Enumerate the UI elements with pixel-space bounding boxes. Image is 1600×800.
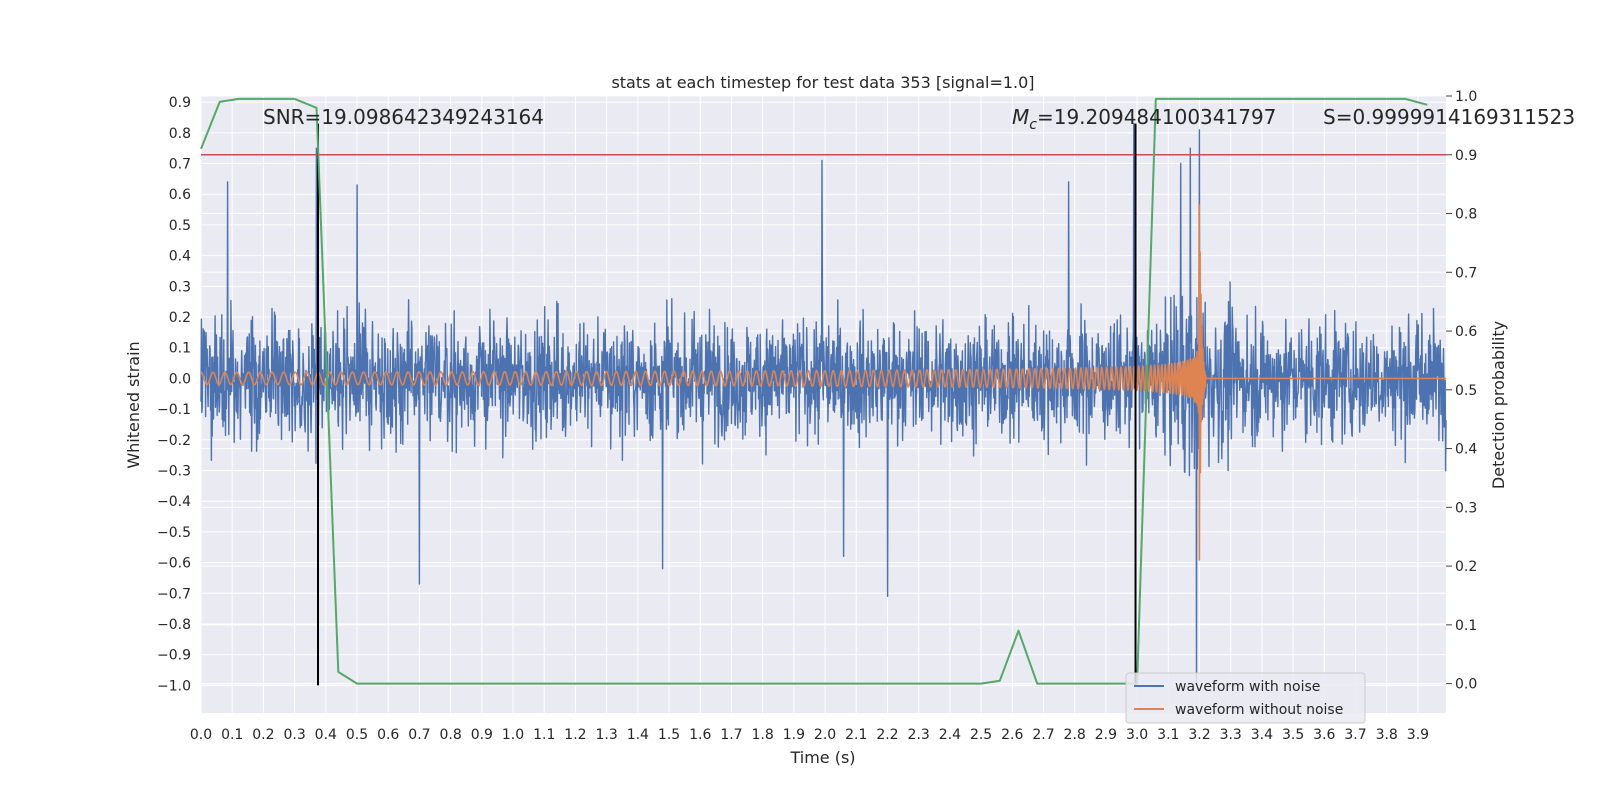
x-tick-label: 3.8 <box>1376 727 1398 743</box>
x-tick-label: 1.0 <box>502 727 524 743</box>
series-waveform-with-noise <box>200 122 1447 683</box>
legend-box <box>1125 672 1366 724</box>
y-tick-label: 0.3 <box>169 279 191 295</box>
y2-tick-label: 0.1 <box>1455 618 1477 634</box>
x-tick-label: 1.7 <box>720 727 742 743</box>
x-tick-label: 3.9 <box>1407 727 1429 743</box>
y-tick-label: −0.8 <box>157 617 191 633</box>
x-tick-labels: 0.0 0.1 0.2 0.3 0.4 0.5 0.6 0.7 0.8 0.9 1.0 1.1 1.2 1… <box>190 727 1429 743</box>
y2-tick-label: 0.5 <box>1455 383 1477 399</box>
x-axis-label: Time (s) <box>789 748 855 767</box>
y2-tick-label: 0.9 <box>1455 148 1477 164</box>
y-tick-label: 0.4 <box>169 249 191 265</box>
y-tick-label: 0.9 <box>169 95 191 111</box>
x-tick-label: 3.6 <box>1313 727 1335 743</box>
x-tick-label: 3.2 <box>1188 727 1210 743</box>
chirp-mass-value: =19.209484100341797 <box>1037 105 1276 129</box>
x-tick-label: 0.8 <box>439 727 461 743</box>
x-tick-label: 1.9 <box>783 727 805 743</box>
y2-tick-label: 0.4 <box>1455 442 1477 458</box>
x-tick-label: 2.5 <box>970 727 992 743</box>
y-tick-label: −1.0 <box>157 678 191 694</box>
x-tick-label: 3.1 <box>1157 727 1179 743</box>
y-tick-label: −0.4 <box>157 494 191 510</box>
x-tick-label: 3.5 <box>1282 727 1304 743</box>
x-tick-label: 1.2 <box>564 727 586 743</box>
s-annotation: S=0.9999914169311523 <box>1323 105 1575 129</box>
x-tick-label: 0.2 <box>252 727 274 743</box>
series-layer <box>200 122 1447 683</box>
x-tick-label: 3.0 <box>1126 727 1148 743</box>
x-tick-label: 1.1 <box>533 727 555 743</box>
x-tick-label: 3.4 <box>1251 727 1273 743</box>
x-tick-label: 2.6 <box>1001 727 1023 743</box>
x-tick-label: 0.9 <box>471 727 493 743</box>
chirp-mass-symbol: M <box>1012 105 1029 129</box>
y-tick-label: 0.0 <box>169 371 191 387</box>
x-tick-label: 2.3 <box>908 727 930 743</box>
y2-axis-label: Detection probability <box>1489 321 1508 489</box>
legend-label-noise: waveform with noise <box>1175 679 1320 695</box>
y-tick-labels: 0.9 0.8 0.7 0.6 0.5 0.4 0.3 0.2 0.1 0.0 −0.1 −0.2 −0… <box>157 95 191 694</box>
x-tick-label: 2.1 <box>845 727 867 743</box>
x-tick-label: 2.9 <box>1095 727 1117 743</box>
y2-tick-labels: 1.0 0.9 0.8 0.7 0.6 0.5 0.4 0.3 0.2 0.1 0.0 <box>1446 89 1477 693</box>
y-tick-label: 0.1 <box>169 341 191 357</box>
x-tick-label: 0.7 <box>408 727 430 743</box>
x-tick-label: 1.4 <box>627 727 649 743</box>
y-tick-label: −0.2 <box>157 433 191 449</box>
y-tick-label: −0.1 <box>157 402 191 418</box>
y-tick-label: 0.8 <box>169 126 191 142</box>
y2-tick-label: 0.3 <box>1455 500 1477 516</box>
x-tick-label: 2.4 <box>939 727 961 743</box>
y-tick-label: 0.7 <box>169 157 191 173</box>
x-tick-label: 3.3 <box>1220 727 1242 743</box>
x-tick-label: 1.5 <box>658 727 680 743</box>
x-tick-label: 1.6 <box>689 727 711 743</box>
chirp-mass-subscript: c <box>1029 117 1037 133</box>
y2-tick-label: 0.7 <box>1455 265 1477 281</box>
x-tick-label: 1.8 <box>752 727 774 743</box>
x-tick-label: 0.5 <box>346 727 368 743</box>
x-tick-label: 2.8 <box>1064 727 1086 743</box>
x-tick-label: 0.0 <box>190 727 212 743</box>
y-tick-label: −0.3 <box>157 463 191 479</box>
y-tick-label: −0.6 <box>157 556 191 572</box>
overlay-layer <box>200 97 1446 686</box>
y-axis-label: Whitened strain <box>124 341 143 468</box>
chirp-mass-annotation: Mc=19.209484100341797 <box>1012 105 1276 133</box>
y2-tick-label: 0.2 <box>1455 559 1477 575</box>
y-tick-label: 0.6 <box>169 187 191 203</box>
y-tick-label: −0.5 <box>157 525 191 541</box>
y-tick-label: 0.2 <box>169 310 191 326</box>
y-tick-label: 0.5 <box>169 218 191 234</box>
series-detection-probability <box>200 97 1428 685</box>
x-tick-label: 0.4 <box>315 727 337 743</box>
y2-tick-label: 1.0 <box>1455 89 1477 105</box>
x-tick-label: 2.7 <box>1032 727 1054 743</box>
x-tick-label: 0.3 <box>283 727 305 743</box>
snr-annotation: SNR=19.098642349243164 <box>263 105 544 129</box>
legend-label-clean: waveform without noise <box>1175 702 1343 718</box>
series-waveform-without-noise <box>200 204 1447 561</box>
chart-title: stats at each timestep for test data 353… <box>611 73 1034 92</box>
x-tick-label: 1.3 <box>596 727 618 743</box>
legend: waveform with noise waveform without noi… <box>1125 672 1366 724</box>
x-tick-label: 3.7 <box>1344 727 1366 743</box>
y-tick-label: −0.7 <box>157 586 191 602</box>
y2-tick-label: 0.0 <box>1455 677 1477 693</box>
y2-tick-label: 0.6 <box>1455 324 1477 340</box>
y2-tick-label: 0.8 <box>1455 207 1477 223</box>
y-tick-label: −0.9 <box>157 648 191 664</box>
x-tick-label: 2.0 <box>814 727 836 743</box>
x-tick-label: 0.1 <box>221 727 243 743</box>
x-tick-label: 2.2 <box>876 727 898 743</box>
x-tick-label: 0.6 <box>377 727 399 743</box>
grid <box>200 95 1446 713</box>
